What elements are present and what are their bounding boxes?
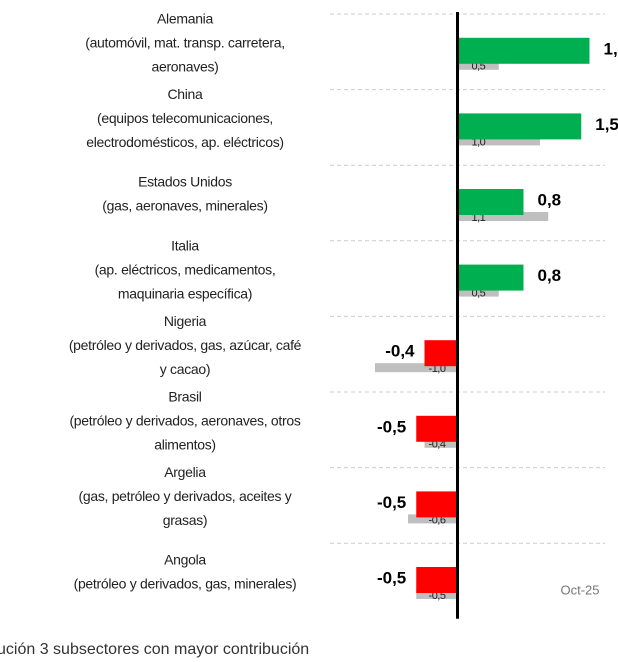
category-label: electrodomésticos, ap. eléctricos) — [86, 134, 284, 150]
bar — [416, 415, 458, 442]
value-label: 0,8 — [538, 266, 562, 285]
bar — [457, 264, 524, 291]
category-label: Nigeria — [164, 313, 207, 329]
annotation: Oct-25 — [560, 582, 599, 597]
category-label: y cacao) — [160, 361, 211, 377]
category-label: grasas) — [163, 512, 208, 528]
bar — [416, 567, 458, 593]
category-label: Argelia — [164, 464, 206, 480]
category-label: China — [167, 86, 203, 102]
category-label: (ap. eléctricos, medicamentos, — [95, 261, 276, 277]
bar — [457, 113, 582, 140]
category-label: maquinaria específica) — [118, 285, 252, 301]
category-label: (gas, petróleo y derivados, aceites y — [78, 488, 291, 504]
bar — [416, 491, 458, 518]
category-label: Italia — [171, 237, 199, 253]
value-label: 1,6 — [604, 39, 618, 58]
category-label: alimentos) — [154, 437, 216, 453]
bar — [457, 37, 590, 64]
comparison-bar — [416, 590, 458, 599]
value-label: 1,5 — [595, 115, 618, 134]
comparison-bar — [408, 514, 458, 524]
category-label: aeronaves) — [151, 59, 218, 75]
category-label: Brasil — [168, 389, 201, 405]
value-label: -0,5 — [377, 568, 406, 587]
category-label: Estados Unidos — [138, 174, 232, 190]
category-label: (equipos telecomunicaciones, — [97, 110, 273, 126]
value-label: 0,8 — [538, 190, 562, 209]
value-label: -0,4 — [385, 342, 415, 361]
category-label: (petróleo y derivados, aeronaves, otros — [69, 413, 300, 429]
bar — [457, 189, 524, 215]
footer: ución 3 subsectores con mayor contribuci… — [0, 641, 309, 658]
category-label: (petróleo y derivados, gas, minerales) — [74, 576, 297, 592]
category-label: Alemania — [157, 11, 213, 27]
value-label: -0,5 — [377, 493, 406, 512]
value-label: -0,5 — [377, 417, 406, 436]
category-label: (automóvil, mat. transp. carretera, — [85, 35, 285, 51]
comparison-bar — [457, 60, 499, 70]
comparison-bar — [457, 212, 549, 221]
comparison-bar — [375, 363, 458, 373]
category-label: Angola — [164, 552, 206, 568]
comparison-bar — [457, 287, 499, 297]
comparison-bar — [457, 136, 540, 146]
category-label: (petróleo y derivados, gas, azúcar, café — [69, 337, 302, 353]
category-label: (gas, aeronaves, minerales) — [102, 198, 267, 214]
bar — [424, 340, 458, 367]
comparison-bar — [424, 438, 458, 448]
